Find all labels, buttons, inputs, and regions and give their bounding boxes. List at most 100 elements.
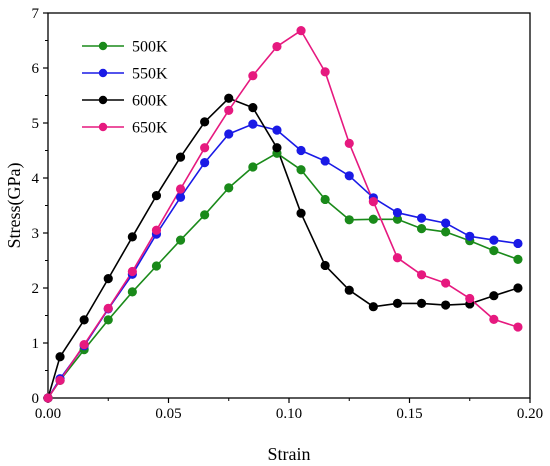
data-point-650k [151, 225, 162, 235]
data-point-500k [320, 194, 330, 205]
data-point-550k [175, 192, 186, 202]
y-tick-label: 2 [32, 281, 40, 297]
y-tick-label: 5 [32, 116, 40, 132]
data-point-600k [55, 352, 65, 362]
data-point-500k [296, 165, 306, 175]
data-point-600k [489, 291, 499, 301]
series-markers-650k [43, 26, 523, 403]
data-point-500k [368, 214, 378, 224]
data-point-550k [344, 171, 354, 181]
data-point-500k [224, 183, 234, 193]
data-point-650k [296, 26, 306, 36]
series-markers-500k [43, 148, 523, 403]
series-600k [47, 97, 519, 399]
data-point-600k [272, 143, 282, 153]
data-point-550k [296, 145, 306, 156]
data-point-650k [513, 322, 523, 332]
x-tick-label: 0.10 [276, 406, 302, 422]
data-point-650k [489, 314, 499, 324]
data-point-500k [489, 246, 499, 256]
data-point-600k [416, 298, 427, 308]
data-point-650k [43, 393, 53, 403]
data-point-650k [175, 184, 186, 194]
data-point-650k [127, 266, 137, 277]
data-point-650k [441, 278, 451, 288]
y-tick-label: 6 [32, 61, 40, 77]
data-point-600k [151, 191, 162, 201]
data-point-650k [344, 138, 354, 148]
y-tick-label: 0 [32, 391, 40, 407]
legend-label-600k: 600K [132, 93, 168, 110]
legend-marker-500k [98, 41, 108, 51]
data-point-550k [200, 158, 210, 168]
data-point-600k [200, 117, 210, 127]
data-point-600k [368, 302, 378, 312]
legend-marker-650k [98, 122, 108, 132]
series-500k [47, 152, 519, 399]
x-tick-label: 0.05 [155, 406, 181, 422]
y-axis-title: Stress(GPa) [4, 163, 25, 249]
data-point-500k [103, 315, 113, 325]
data-point-600k [513, 283, 523, 293]
data-point-550k [320, 156, 330, 166]
y-tick-label: 7 [32, 6, 40, 22]
series-650k [47, 29, 519, 399]
data-point-600k [127, 232, 137, 242]
y-tick-label: 1 [32, 336, 40, 352]
data-point-600k [248, 103, 258, 113]
data-point-550k [465, 231, 475, 241]
data-point-600k [296, 208, 306, 218]
legend-marker-600k [98, 95, 108, 105]
data-point-550k [392, 208, 403, 218]
x-tick-label: 0.15 [396, 406, 422, 422]
data-point-500k [513, 254, 523, 264]
y-tick-label: 3 [32, 226, 40, 242]
data-point-550k [272, 125, 282, 135]
data-point-650k [200, 143, 210, 153]
data-point-550k [248, 119, 258, 129]
data-point-550k [513, 238, 523, 249]
data-point-600k [224, 93, 234, 103]
data-point-650k [79, 340, 89, 350]
data-point-500k [151, 261, 162, 271]
x-tick-label: 0.20 [517, 406, 543, 422]
data-point-500k [441, 227, 451, 237]
series-markers-600k [43, 93, 523, 403]
data-point-500k [127, 287, 137, 297]
legend: 500K 550K 600K 650K [82, 39, 168, 137]
plot-frame [47, 12, 531, 399]
series-line-600k [47, 97, 519, 399]
data-point-650k [272, 41, 282, 52]
data-point-600k [103, 274, 113, 284]
data-point-600k [175, 152, 186, 162]
data-point-650k [320, 67, 330, 77]
data-point-550k [489, 235, 499, 245]
x-tick-label: 0.00 [35, 406, 61, 422]
data-point-600k [392, 298, 403, 308]
legend-label-500k: 500K [132, 39, 168, 56]
x-axis-title: Strain [268, 444, 311, 464]
data-point-600k [320, 260, 330, 271]
data-point-500k [416, 224, 427, 234]
data-point-650k [55, 375, 65, 385]
legend-label-550k: 550K [132, 66, 168, 83]
data-point-550k [416, 213, 427, 223]
data-point-600k [79, 315, 89, 325]
data-point-650k [224, 105, 234, 115]
data-point-500k [200, 210, 210, 220]
series-line-650k [47, 29, 519, 399]
data-point-650k [103, 303, 113, 313]
data-point-500k [344, 215, 354, 225]
data-point-650k [248, 71, 258, 81]
data-point-500k [175, 235, 186, 245]
data-point-650k [368, 197, 378, 207]
series-line-500k [47, 152, 519, 399]
legend-marker-550k [98, 68, 108, 78]
y-tick-label: 4 [32, 171, 40, 187]
data-point-600k [344, 285, 354, 295]
data-point-650k [465, 293, 475, 304]
data-point-550k [224, 129, 234, 139]
data-point-650k [392, 253, 403, 263]
